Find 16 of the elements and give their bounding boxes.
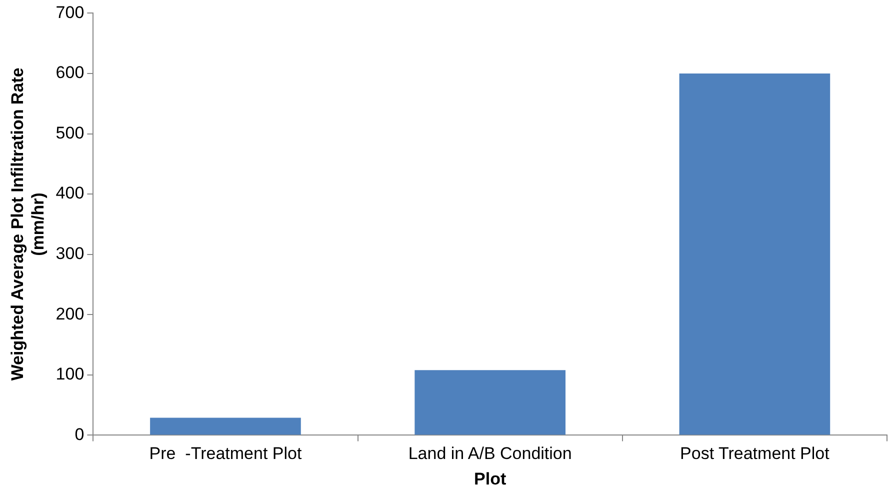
- y-tick-label: 200: [56, 304, 84, 324]
- y-axis-title: Weighted Average Plot Infiltration Rate (mm/hr): [8, 68, 48, 381]
- bar: [679, 73, 830, 435]
- y-tick-label: 0: [74, 424, 84, 444]
- bar: [150, 418, 301, 435]
- x-tick-label: Land in A/B Condition: [408, 444, 572, 464]
- y-tick-label: 700: [56, 2, 84, 22]
- x-tick-label: Post Treatment Plot: [680, 444, 830, 464]
- y-tick-label: 400: [56, 184, 84, 203]
- y-tick-label: 300: [56, 244, 84, 264]
- x-tick-label: Pre -Treatment Plot: [149, 444, 302, 464]
- y-tick-label: 600: [56, 63, 84, 82]
- y-tick-label: 500: [56, 123, 84, 142]
- y-tick-label: 100: [56, 364, 84, 384]
- bar: [414, 370, 566, 435]
- x-axis-title: Plot: [474, 469, 506, 488]
